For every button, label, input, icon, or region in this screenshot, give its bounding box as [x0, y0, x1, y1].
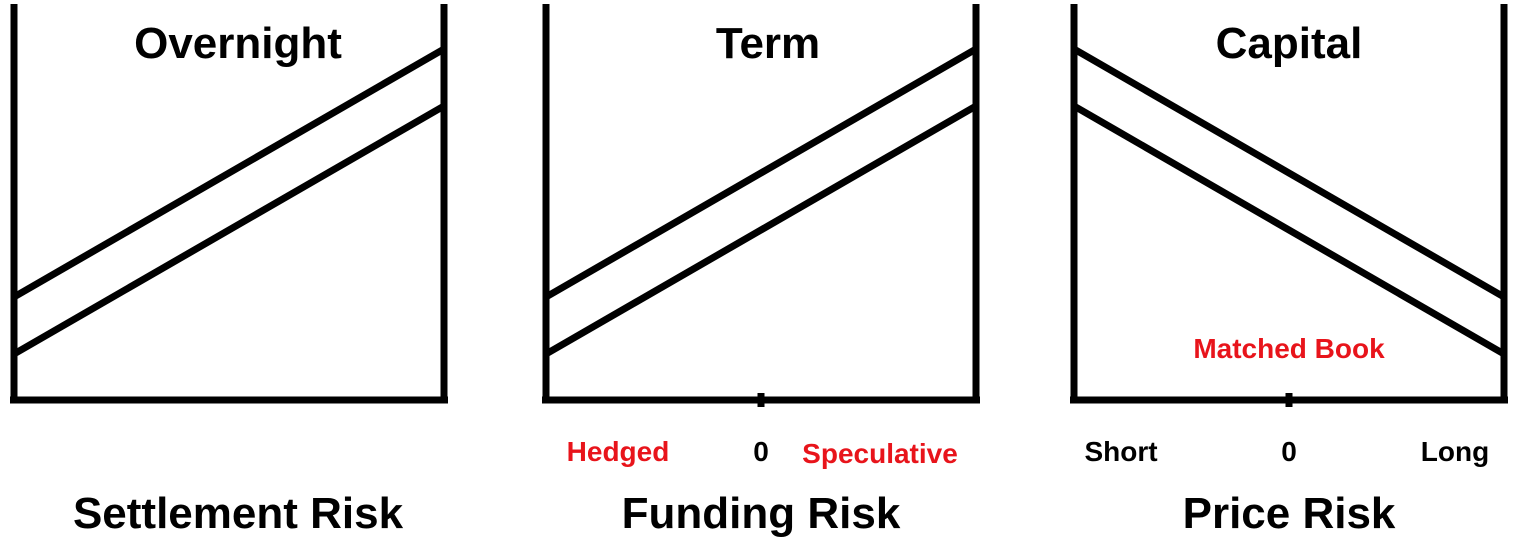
upper-band-line — [12, 45, 446, 301]
label-short: Short — [1084, 436, 1158, 467]
label-zero-funding: 0 — [753, 436, 769, 467]
panel-title-overnight: Overnight — [134, 19, 342, 68]
upper-band-line — [544, 45, 978, 301]
label-speculative: Speculative — [802, 438, 958, 469]
lower-band-line — [544, 102, 978, 358]
label-long: Long — [1420, 436, 1490, 467]
lower-band-line — [12, 102, 446, 358]
label-zero-price: 0 — [1281, 436, 1297, 467]
label-hedged: Hedged — [566, 436, 670, 467]
panel-title-term: Term — [715, 19, 821, 68]
panel-title-capital: Capital — [1215, 19, 1363, 68]
lower-band-line — [1072, 102, 1506, 358]
caption-price-risk: Price Risk — [1182, 489, 1396, 538]
caption-funding-risk: Funding Risk — [621, 489, 901, 538]
upper-band-line — [1072, 45, 1506, 301]
label-matched-book: Matched Book — [1193, 333, 1385, 364]
caption-settlement-risk: Settlement Risk — [72, 489, 404, 538]
